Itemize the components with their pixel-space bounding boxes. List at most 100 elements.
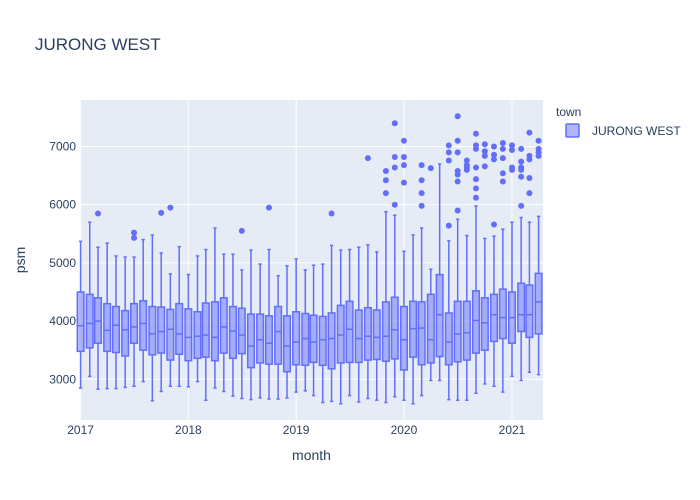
legend[interactable]: town JURONG WEST: [556, 105, 681, 138]
outlier-point: [526, 152, 533, 159]
box-2017-09: [148, 234, 157, 402]
outlier-point: [499, 155, 506, 162]
outlier-point: [518, 202, 525, 209]
box-iqr: [274, 305, 283, 365]
outlier-point: [472, 130, 479, 137]
box-iqr: [462, 300, 471, 361]
box-iqr: [489, 293, 499, 343]
box-iqr: [85, 293, 94, 349]
outlier-point: [445, 149, 452, 156]
outlier-point: [526, 174, 533, 181]
box-2021-03: [525, 129, 534, 374]
outlier-point: [418, 162, 425, 169]
outlier-point: [526, 190, 533, 197]
outlier-point: [518, 145, 525, 152]
outlier-point: [472, 176, 479, 183]
box-2017-06: [121, 256, 130, 389]
box-2017-10: [157, 209, 166, 393]
box-iqr: [256, 313, 265, 364]
outlier-point: [400, 162, 407, 169]
box-iqr: [237, 307, 246, 355]
outlier-point: [454, 113, 461, 120]
box-2018-06: [228, 253, 238, 397]
box-2019-06: [336, 249, 345, 405]
box-iqr: [111, 305, 121, 354]
box-iqr: [219, 297, 228, 354]
box-iqr: [426, 293, 435, 364]
box-iqr: [498, 288, 507, 340]
box-iqr: [525, 284, 534, 339]
outlier-point: [490, 143, 497, 150]
box-iqr: [480, 297, 489, 351]
box-2017-05: [111, 255, 121, 390]
y-tick-label: 4000: [49, 314, 76, 328]
box-2018-08: [246, 249, 256, 401]
outlier-point: [131, 234, 138, 241]
outlier-point: [391, 120, 398, 127]
box-iqr: [76, 291, 85, 353]
outlier-point: [238, 227, 245, 234]
outlier-point: [391, 154, 398, 161]
outlier-point: [445, 222, 452, 229]
box-2019-11: [381, 167, 390, 404]
box-iqr: [201, 302, 210, 358]
box-2017-03: [93, 210, 103, 390]
box-iqr: [354, 309, 363, 364]
box-iqr: [264, 315, 274, 365]
box-iqr: [139, 299, 148, 351]
box-2018-07: [237, 227, 246, 400]
box-iqr: [175, 302, 184, 356]
box-iqr: [336, 304, 345, 364]
outlier-point: [518, 158, 525, 165]
box-iqr: [444, 312, 453, 366]
box-iqr: [148, 305, 157, 356]
outlier-point: [427, 165, 434, 172]
box-2020-08: [462, 157, 471, 401]
chart-title: JURONG WEST: [35, 35, 161, 54]
box-2017-11: [166, 204, 175, 388]
outlier-point: [454, 137, 461, 144]
box-iqr: [301, 312, 310, 367]
box-iqr: [318, 315, 327, 367]
box-iqr: [327, 312, 336, 370]
box-iqr: [345, 300, 354, 364]
box-iqr: [166, 308, 175, 361]
outlier-point: [472, 185, 479, 192]
box-iqr: [228, 305, 238, 360]
box-2018-10: [264, 204, 274, 400]
box-2019-08: [354, 246, 363, 403]
box-iqr: [193, 311, 202, 360]
box-iqr: [184, 308, 193, 362]
box-2020-12: [498, 140, 507, 393]
box-iqr: [363, 306, 372, 361]
legend-item-label: JURONG WEST: [592, 124, 681, 138]
outlier-point: [382, 177, 389, 184]
box-2018-02: [193, 255, 202, 383]
outlier-point: [481, 148, 488, 155]
box-2018-11: [274, 274, 283, 400]
box-iqr: [390, 296, 399, 360]
box-2021-04: [534, 137, 543, 376]
box-iqr: [292, 311, 301, 366]
box-iqr: [471, 290, 481, 354]
box-iqr: [121, 309, 130, 357]
outlier-point: [391, 164, 398, 171]
box-2020-10: [480, 141, 489, 385]
box-iqr: [129, 302, 139, 344]
x-tick-label: 2020: [391, 423, 418, 437]
box-2019-01: [292, 258, 301, 393]
box-2018-12: [282, 265, 292, 399]
outlier-point: [328, 210, 335, 217]
outlier-point: [454, 207, 461, 214]
box-iqr: [435, 273, 444, 358]
box-2019-10: [372, 251, 381, 401]
outlier-point: [472, 164, 479, 171]
outlier-point: [158, 209, 165, 216]
outlier-point: [481, 152, 488, 159]
box-iqr: [534, 272, 543, 335]
outlier-point: [472, 142, 479, 149]
x-tick-label: 2017: [67, 423, 94, 437]
outlier-point: [131, 229, 138, 236]
box-iqr: [453, 300, 462, 363]
outlier-point: [499, 140, 506, 147]
